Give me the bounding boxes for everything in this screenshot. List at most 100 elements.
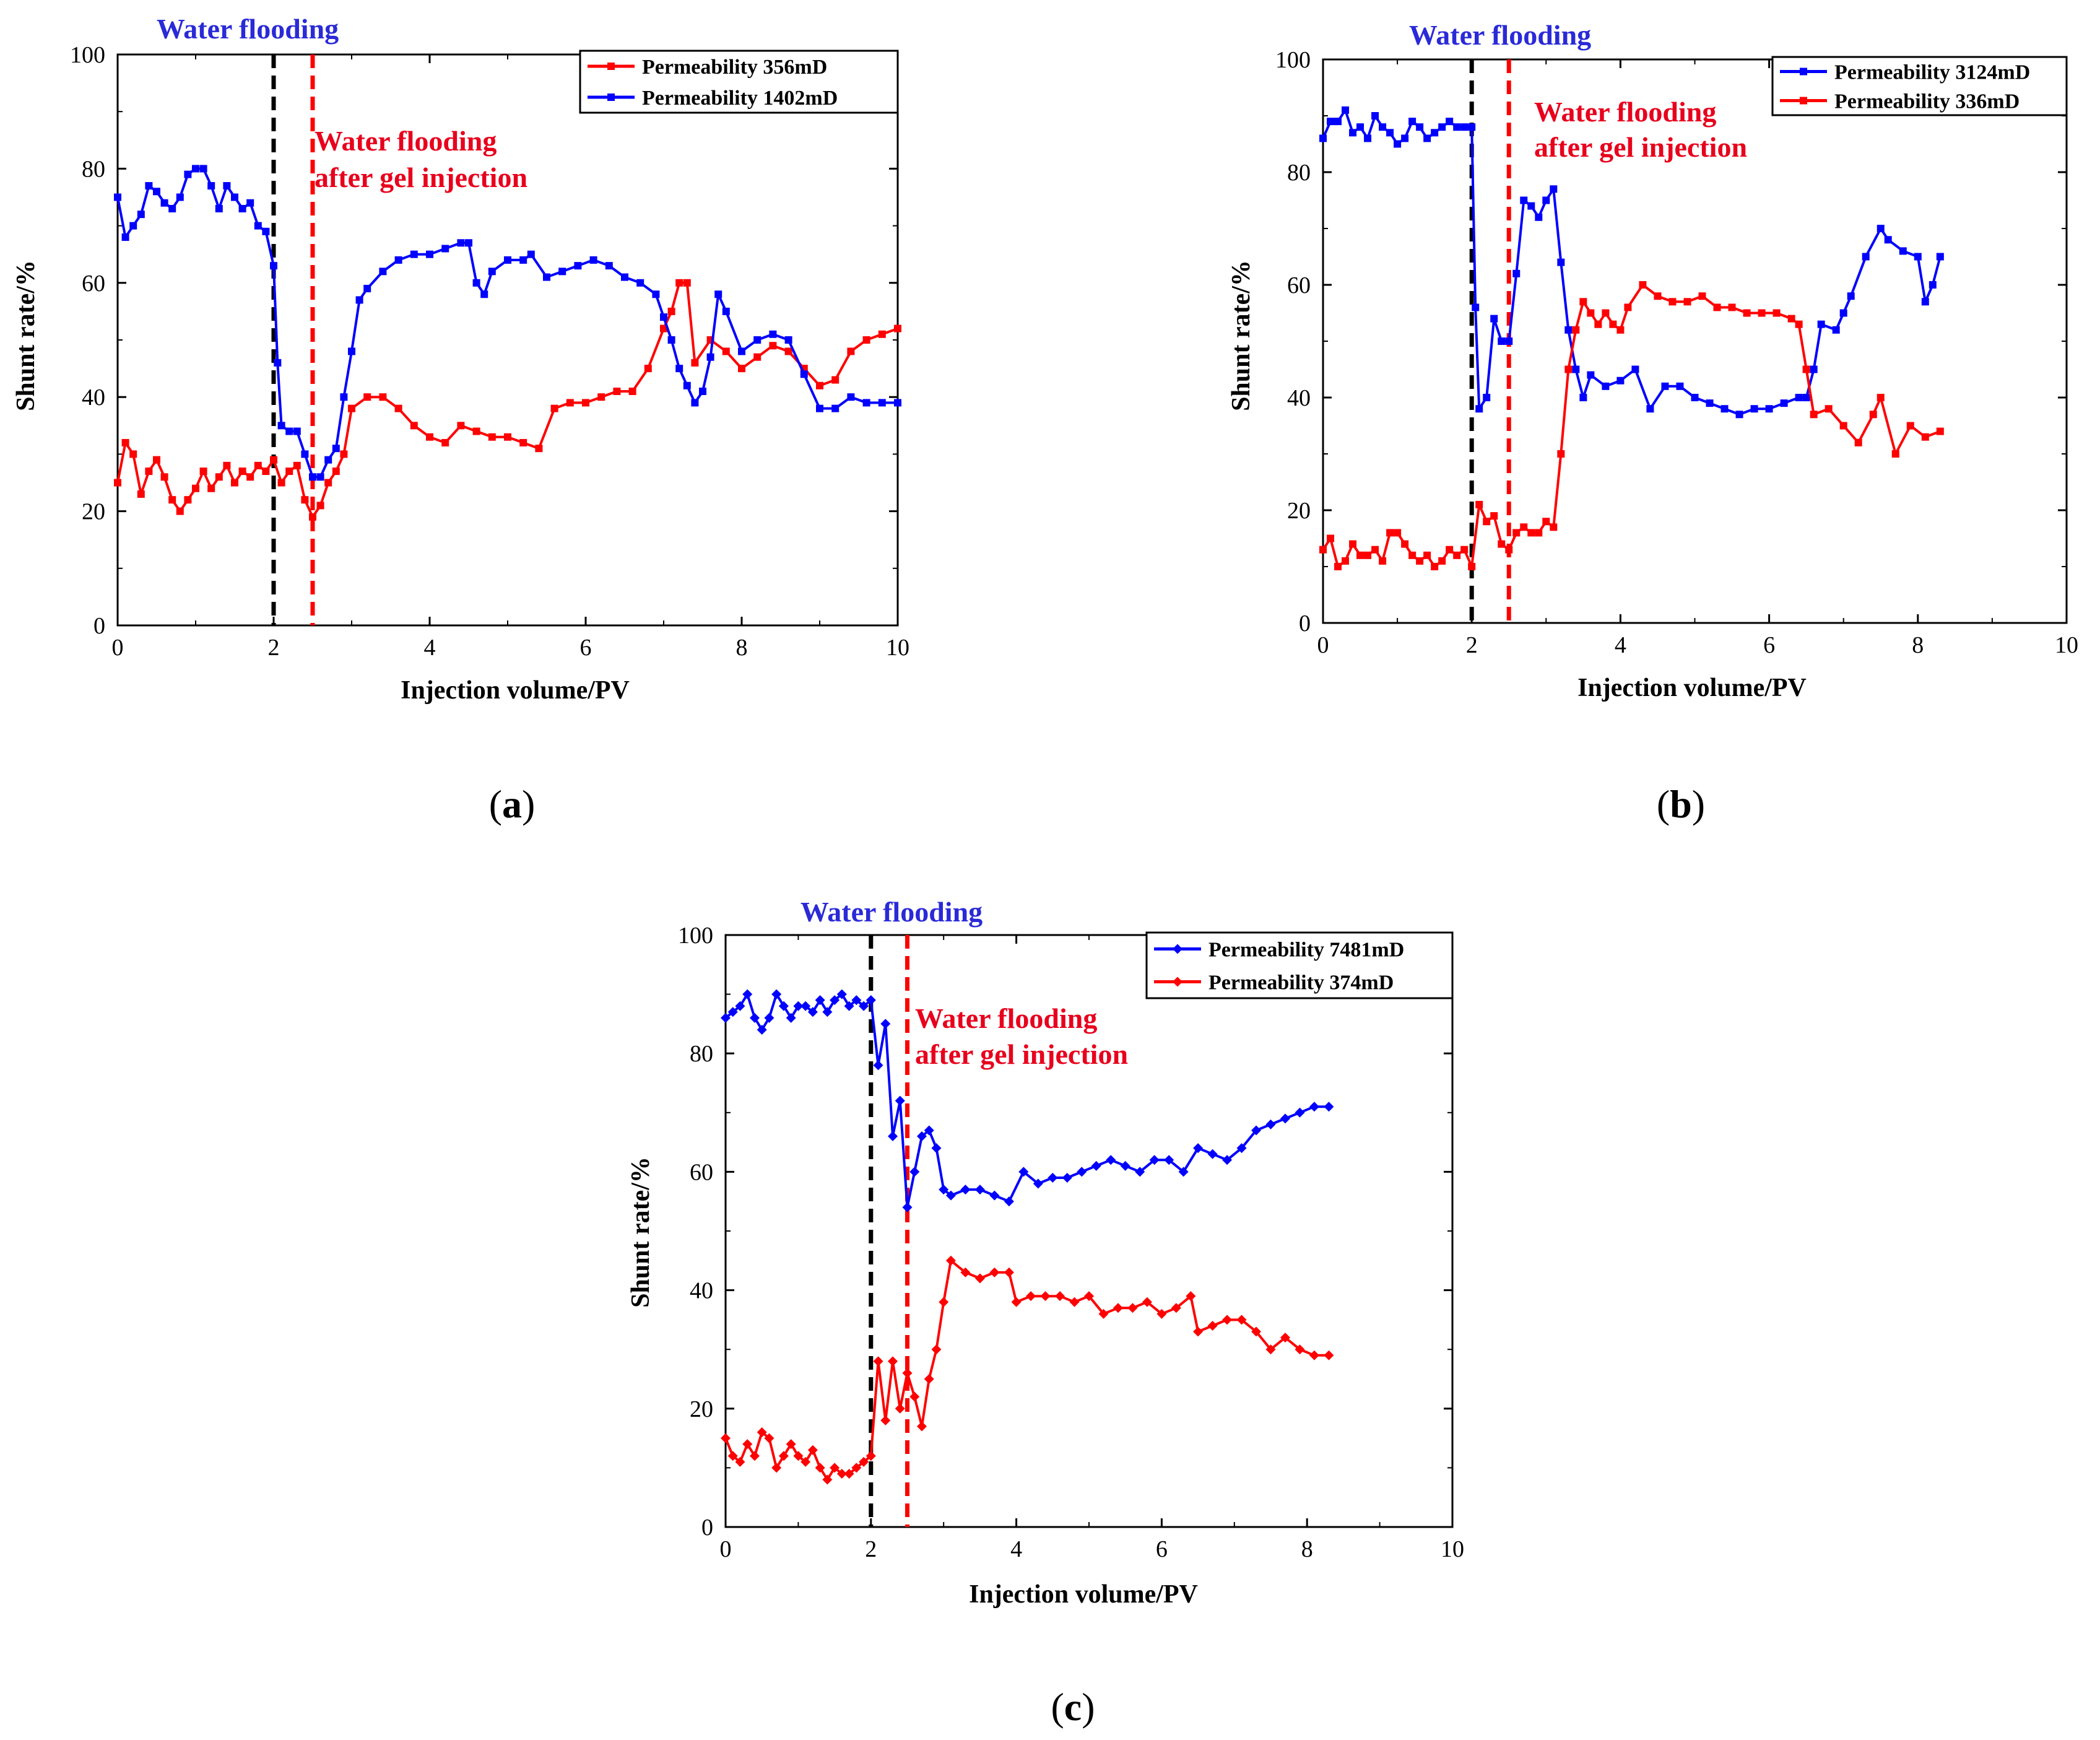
data-point-a-1 — [114, 193, 121, 201]
data-point-c-0 — [1018, 1167, 1029, 1177]
data-point-a-0 — [316, 502, 324, 510]
annotation-water-flooding-a: Water flooding — [157, 13, 339, 45]
data-point-b-1 — [1498, 540, 1506, 548]
data-point-a-0 — [878, 330, 886, 338]
data-point-b-0 — [1460, 123, 1469, 131]
data-point-c-1 — [1127, 1303, 1138, 1313]
y-axis-title-b: Shunt rate/% — [1227, 260, 1256, 411]
data-point-a-0 — [379, 393, 387, 401]
data-point-a-1 — [667, 336, 675, 344]
data-point-a-1 — [184, 170, 192, 178]
y-tick-label-b: 20 — [1287, 498, 1311, 524]
data-point-b-1 — [1624, 303, 1632, 311]
data-point-c-0 — [916, 1131, 927, 1142]
data-point-c-0 — [1193, 1143, 1204, 1154]
data-point-b-1 — [1602, 309, 1610, 317]
data-point-c-1 — [727, 1451, 738, 1461]
data-point-b-0 — [1676, 382, 1684, 390]
data-point-a-1 — [722, 307, 730, 315]
data-point-a-1 — [168, 204, 176, 212]
data-point-a-0 — [683, 279, 691, 287]
data-point-a-1 — [199, 165, 207, 173]
data-point-c-1 — [1171, 1303, 1181, 1313]
data-point-c-0 — [1164, 1155, 1174, 1165]
data-point-a-1 — [129, 222, 137, 230]
data-point-c-0 — [793, 1001, 804, 1011]
data-point-c-0 — [786, 1012, 796, 1023]
data-point-b-0 — [1498, 337, 1506, 345]
data-point-b-0 — [1765, 405, 1773, 413]
data-point-c-1 — [1084, 1291, 1094, 1302]
data-point-c-0 — [778, 1001, 789, 1011]
x-tick-label-a: 4 — [424, 635, 436, 661]
data-point-b-1 — [1408, 551, 1417, 559]
data-point-c-1 — [815, 1463, 825, 1473]
data-point-c-0 — [1091, 1160, 1101, 1171]
data-point-a-1 — [441, 245, 449, 253]
data-point-b-0 — [1646, 405, 1654, 413]
data-point-a-1 — [246, 199, 254, 207]
data-point-a-0 — [894, 324, 901, 333]
data-point-a-1 — [652, 290, 660, 298]
data-point-a-0 — [246, 473, 254, 481]
data-point-c-0 — [1033, 1178, 1043, 1189]
y-axis-title-c: Shunt rate/% — [627, 1157, 655, 1308]
data-point-b-0 — [1572, 365, 1580, 373]
y-tick-label-c: 80 — [690, 1041, 713, 1067]
data-point-c-1 — [873, 1356, 883, 1367]
data-point-a-1 — [293, 427, 301, 435]
data-point-b-0 — [1490, 315, 1498, 323]
x-tick-label-a: 10 — [886, 635, 909, 661]
data-point-b-0 — [1557, 258, 1565, 266]
data-point-b-0 — [1371, 112, 1379, 120]
data-point-a-1 — [862, 399, 870, 407]
data-point-b-1 — [1460, 546, 1469, 554]
data-point-b-1 — [1869, 411, 1877, 419]
legend-label-b-1: Permeability 336mD — [1834, 90, 2020, 113]
data-point-b-0 — [1512, 269, 1521, 277]
plot-frame-a — [116, 53, 899, 627]
data-point-a-1 — [574, 262, 582, 270]
data-point-b-0 — [1505, 337, 1513, 345]
data-point-a-1 — [379, 268, 387, 276]
data-point-c-1 — [749, 1451, 760, 1461]
data-point-b-1 — [1698, 292, 1706, 300]
legend-swatch-marker-b-1 — [1800, 97, 1807, 105]
data-point-b-1 — [1379, 557, 1387, 565]
legend-box-a — [579, 50, 899, 114]
data-point-a-1 — [238, 204, 246, 212]
data-point-b-0 — [1579, 394, 1587, 401]
data-point-a-1 — [636, 279, 644, 287]
x-axis-title-a: Injection volume/PV — [401, 676, 630, 705]
data-point-a-1 — [270, 262, 277, 270]
data-point-b-0 — [1720, 405, 1729, 413]
data-point-b-1 — [1936, 427, 1944, 435]
data-point-c-0 — [1178, 1167, 1189, 1177]
data-point-b-0 — [1349, 129, 1357, 137]
x-tick-label-c: 4 — [1010, 1536, 1022, 1562]
data-point-c-1 — [830, 1463, 840, 1473]
data-point-c-1 — [1186, 1291, 1196, 1302]
data-point-b-0 — [1862, 253, 1870, 261]
data-point-c-0 — [757, 1024, 767, 1035]
data-point-a-1 — [332, 445, 340, 453]
data-point-b-0 — [1884, 236, 1892, 244]
data-point-a-1 — [878, 399, 886, 407]
data-point-c-0 — [771, 989, 782, 999]
data-point-b-0 — [1780, 399, 1788, 407]
data-point-b-0 — [1446, 118, 1454, 126]
data-point-a-1 — [145, 182, 153, 190]
data-point-a-1 — [769, 330, 777, 338]
data-point-a-0 — [137, 490, 145, 498]
data-point-c-0 — [880, 1019, 891, 1029]
panel-caption-a: (a) — [489, 782, 536, 826]
series-line-c-1 — [724, 1259, 1329, 1481]
data-point-a-0 — [160, 473, 168, 481]
data-point-a-1 — [675, 365, 683, 373]
data-point-a-0 — [309, 513, 316, 521]
data-point-a-1 — [262, 227, 270, 235]
data-point-b-1 — [1327, 534, 1335, 542]
data-point-a-1 — [753, 336, 761, 344]
data-point-a-1 — [285, 427, 293, 435]
